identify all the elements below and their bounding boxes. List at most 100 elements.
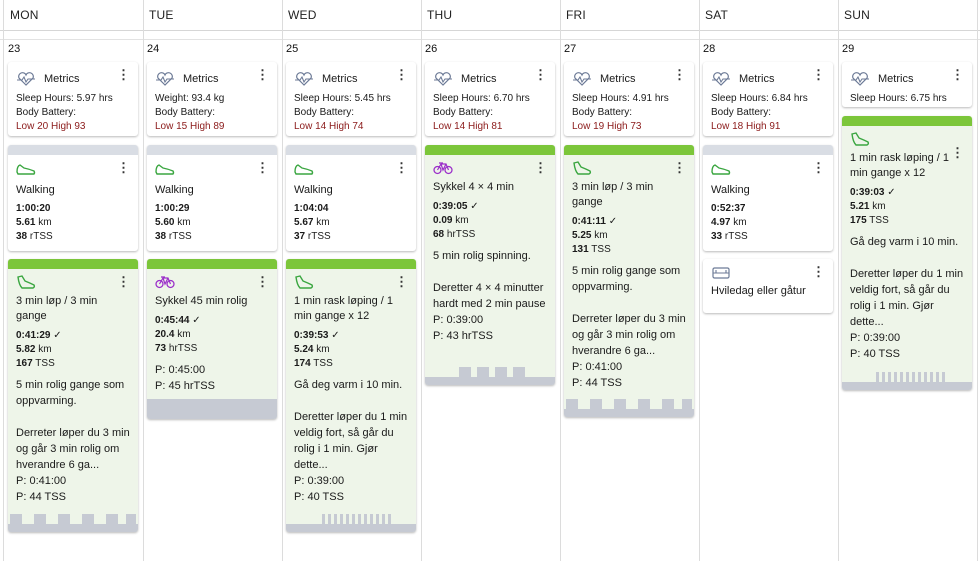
duration: 1:00:20	[16, 203, 51, 214]
kebab-menu-icon[interactable]: ⋮	[256, 67, 269, 82]
metrics-card[interactable]: Metrics ⋮ Sleep Hours: 5.45 hrs Body Bat…	[286, 62, 416, 136]
planned-duration: P: 0:45:00	[155, 364, 206, 376]
kebab-menu-icon[interactable]: ⋮	[812, 67, 825, 82]
kebab-menu-icon[interactable]: ⋮	[117, 274, 130, 289]
kebab-menu-icon[interactable]: ⋮	[673, 67, 686, 82]
kebab-menu-icon[interactable]: ⋮	[256, 160, 269, 175]
day-column-wed[interactable]: 25 Metrics ⋮ Sleep Hours: 5.45 hrs Body …	[278, 42, 421, 561]
workout-title: 3 min løp / 3 min gange	[572, 181, 654, 208]
workout-card[interactable]: ⋮ Sykkel 4 × 4 min 0:39:05 ✓ 0.09 km 68 …	[425, 145, 555, 385]
workout-title: 1 min rask løping / 1 min gange x 12	[850, 152, 950, 179]
kebab-menu-icon[interactable]: ⋮	[256, 274, 269, 289]
kebab-menu-icon[interactable]: ⋮	[395, 160, 408, 175]
metrics-card[interactable]: Metrics ⋮ Sleep Hours: 4.91 hrs Body Bat…	[564, 62, 694, 136]
metric-line: Sleep Hours: 6.75 hrs	[850, 93, 947, 104]
interval-strip	[564, 399, 694, 417]
kebab-menu-icon[interactable]: ⋮	[673, 160, 686, 175]
kebab-menu-icon[interactable]: ⋮	[395, 274, 408, 289]
load: 38	[155, 231, 167, 242]
day-column-fri[interactable]: 27 Metrics ⋮ Sleep Hours: 4.91 hrs Body …	[556, 42, 699, 561]
column-divider	[421, 0, 422, 561]
kebab-menu-icon[interactable]: ⋮	[812, 160, 825, 175]
workout-card[interactable]: ⋮ 3 min løp / 3 min gange 0:41:29 ✓ 5.82…	[8, 259, 138, 532]
load-unit: hrTSS	[168, 343, 198, 354]
load: 167	[16, 358, 33, 369]
card-title: Metrics	[322, 73, 358, 85]
metrics-card[interactable]: Metrics ⋮ Sleep Hours: 6.75 hrs	[842, 62, 972, 107]
activity-card-walking[interactable]: ⋮ Walking 0:52:37 4.97 km 33 rTSS	[703, 145, 833, 251]
heart-pulse-icon	[17, 72, 35, 86]
workout-card[interactable]: ⋮ 1 min rask løping / 1 min gange x 12 0…	[842, 116, 972, 390]
kebab-menu-icon[interactable]: ⋮	[951, 145, 964, 160]
distance: 5.21	[850, 201, 870, 212]
status-bar-complete	[8, 259, 138, 269]
kebab-menu-icon[interactable]: ⋮	[534, 160, 547, 175]
distance-unit: km	[38, 344, 52, 355]
day-number: 27	[564, 43, 577, 55]
header-separator	[0, 31, 980, 40]
day-column-mon[interactable]: 23 Metrics ⋮ Sleep Hours: 5.97 hrs Body …	[0, 42, 143, 561]
metrics-card[interactable]: Metrics ⋮ Sleep Hours: 6.84 hrs Body Bat…	[703, 62, 833, 136]
heart-pulse-icon	[295, 72, 313, 86]
day-label-thu: THU	[427, 8, 453, 22]
status-bar-complete	[564, 145, 694, 155]
workout-title: 3 min løp / 3 min gange	[16, 295, 98, 322]
duration: 0:39:53	[294, 330, 329, 341]
metric-line: Sleep Hours: 4.91 hrs	[572, 93, 669, 104]
heart-pulse-icon	[712, 72, 730, 86]
kebab-menu-icon[interactable]: ⋮	[534, 67, 547, 82]
metrics-card[interactable]: Metrics ⋮ Sleep Hours: 6.70 hrs Body Bat…	[425, 62, 555, 136]
activity-title: Walking	[294, 184, 333, 196]
kebab-menu-icon[interactable]: ⋮	[117, 160, 130, 175]
kebab-menu-icon[interactable]: ⋮	[395, 67, 408, 82]
running-shoe-icon	[17, 275, 36, 289]
checkmark-icon: ✓	[192, 315, 201, 326]
day-number: 24	[147, 43, 160, 55]
workout-card[interactable]: ⋮ 1 min rask løping / 1 min gange x 12 0…	[286, 259, 416, 532]
planned-duration: P: 0:41:00	[16, 475, 67, 487]
workout-title: 1 min rask løping / 1 min gange x 12	[294, 295, 394, 322]
load-unit: hrTSS	[446, 229, 476, 240]
workout-card[interactable]: ⋮ 3 min løp / 3 min gange 0:41:11 ✓ 5.25…	[564, 145, 694, 417]
rest-day-card[interactable]: ⋮ Hviledag eller gåtur	[703, 259, 833, 313]
status-bar-pending	[286, 145, 416, 155]
planned-duration: P: 0:41:00	[572, 361, 623, 373]
heart-pulse-icon	[156, 72, 174, 86]
metric-line: Body Battery:	[16, 107, 77, 118]
distance-unit: km	[38, 217, 52, 228]
planned-load: P: 43 hrTSS	[433, 330, 493, 342]
day-column-tue[interactable]: 24 Metrics ⋮ Weight: 93.4 kg Body Batter…	[139, 42, 282, 561]
metric-line: Body Battery:	[433, 107, 494, 118]
activity-card-walking[interactable]: ⋮ Walking 1:00:20 5.61 km 38 rTSS	[8, 145, 138, 251]
distance-unit: km	[316, 217, 330, 228]
shoe-icon	[711, 164, 731, 175]
kebab-menu-icon[interactable]: ⋮	[812, 264, 825, 279]
metrics-card[interactable]: Metrics ⋮ Sleep Hours: 5.97 hrs Body Bat…	[8, 62, 138, 136]
workout-description: 5 min rolig gange som oppvarming. Derret…	[572, 265, 686, 357]
metrics-card[interactable]: Metrics ⋮ Weight: 93.4 kg Body Battery: …	[147, 62, 277, 136]
checkmark-icon: ✓	[53, 330, 62, 341]
day-label-wed: WED	[288, 8, 317, 22]
workout-card[interactable]: ⋮ Sykkel 45 min rolig 0:45:44 ✓ 20.4 km …	[147, 259, 277, 419]
kebab-menu-icon[interactable]: ⋮	[951, 67, 964, 82]
planned-load: P: 40 TSS	[850, 348, 900, 360]
activity-title: Walking	[16, 184, 55, 196]
day-number: 29	[842, 43, 855, 55]
metric-line: Body Battery:	[155, 107, 216, 118]
status-bar-complete	[842, 116, 972, 126]
column-divider	[560, 0, 561, 561]
planned-duration: P: 0:39:00	[850, 332, 901, 344]
bicycle-icon	[155, 276, 175, 289]
day-column-sat[interactable]: 28 Metrics ⋮ Sleep Hours: 6.84 hrs Body …	[695, 42, 838, 561]
activity-card-walking[interactable]: ⋮ Walking 1:04:04 5.67 km 37 rTSS	[286, 145, 416, 251]
day-label-tue: TUE	[149, 8, 174, 22]
day-column-thu[interactable]: 26 Metrics ⋮ Sleep Hours: 6.70 hrs Body …	[417, 42, 560, 561]
day-column-sun[interactable]: 29 Metrics ⋮ Sleep Hours: 6.75 hrs ⋮ 1 m…	[834, 42, 977, 561]
rest-day-title: Hviledag eller gåtur	[711, 285, 806, 297]
distance: 5.82	[16, 344, 36, 355]
load: 73	[155, 343, 167, 354]
duration: 0:39:05	[433, 201, 468, 212]
kebab-menu-icon[interactable]: ⋮	[117, 67, 130, 82]
activity-card-walking[interactable]: ⋮ Walking 1:00:29 5.60 km 38 rTSS	[147, 145, 277, 251]
interval-strip	[842, 372, 972, 390]
